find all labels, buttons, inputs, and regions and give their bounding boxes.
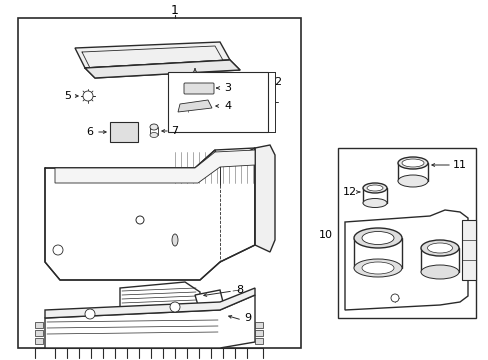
Ellipse shape [150,132,158,138]
Text: 9: 9 [244,313,251,323]
Ellipse shape [366,185,382,191]
Ellipse shape [401,159,423,167]
Circle shape [170,302,180,312]
Ellipse shape [361,262,393,274]
Circle shape [390,294,398,302]
Text: 7: 7 [171,126,178,136]
Bar [35,330,43,336]
Ellipse shape [353,259,401,277]
Bar [461,220,475,280]
Polygon shape [195,290,224,312]
Circle shape [136,216,143,224]
Text: 1: 1 [171,4,179,18]
Bar [254,330,263,336]
Ellipse shape [420,265,458,279]
Ellipse shape [362,183,386,193]
Ellipse shape [427,243,451,253]
Ellipse shape [362,198,386,207]
Text: 11: 11 [452,160,466,170]
Polygon shape [178,100,212,112]
Text: 8: 8 [236,285,243,295]
Ellipse shape [361,231,393,244]
Bar [35,338,43,344]
FancyBboxPatch shape [183,83,214,94]
Polygon shape [85,60,240,78]
Ellipse shape [172,234,178,246]
Ellipse shape [420,240,458,256]
Ellipse shape [397,157,427,169]
Bar [254,322,263,328]
Bar [18,18,301,348]
Circle shape [83,91,93,101]
Bar [110,122,138,142]
Ellipse shape [397,175,427,187]
Polygon shape [120,282,200,318]
Polygon shape [45,288,254,318]
Ellipse shape [353,228,401,248]
Circle shape [85,309,95,319]
Polygon shape [45,295,254,348]
Text: 5: 5 [64,91,71,101]
Bar [168,72,267,132]
Polygon shape [55,150,254,183]
Polygon shape [345,210,467,310]
Text: 2: 2 [274,77,281,87]
Text: 3: 3 [224,83,231,93]
Ellipse shape [150,124,158,130]
Text: 6: 6 [86,127,93,137]
Polygon shape [75,42,229,68]
Text: 10: 10 [318,230,332,240]
Polygon shape [254,145,274,252]
Text: 12: 12 [342,187,356,197]
Bar [254,338,263,344]
Text: 4: 4 [224,101,231,111]
Bar [337,148,475,318]
Circle shape [53,245,63,255]
Polygon shape [45,148,254,280]
Bar [35,322,43,328]
